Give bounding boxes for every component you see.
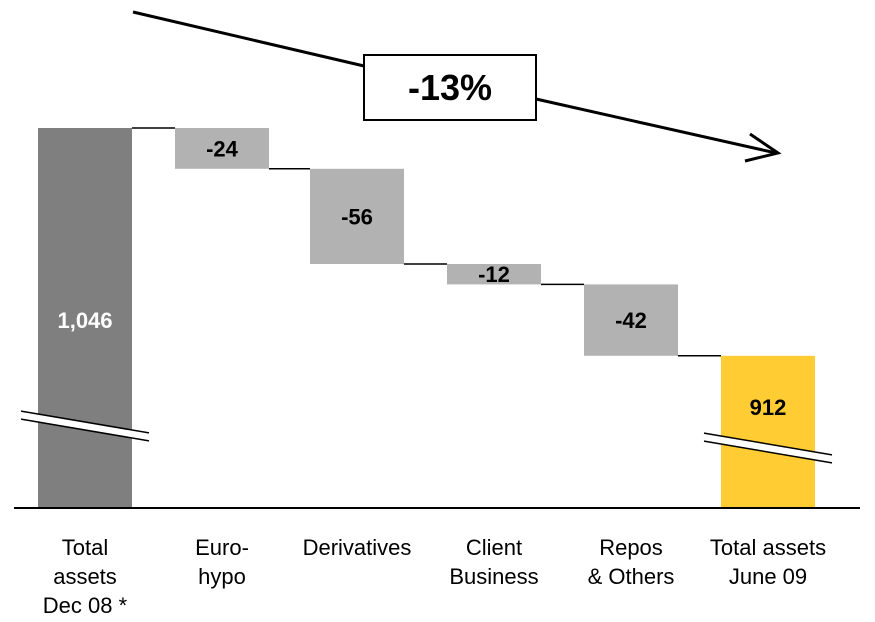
bar-0 bbox=[38, 128, 132, 508]
category-label-2: Derivatives bbox=[303, 535, 412, 560]
trend-arrow-head-icon bbox=[744, 132, 782, 163]
trend-arrow-line-left bbox=[132, 10, 365, 68]
data-label-1: -24 bbox=[206, 136, 239, 161]
category-label-0: Total assets Dec 08 * bbox=[43, 535, 128, 618]
axis-break-marks bbox=[20, 410, 833, 464]
category-label-3: Client Business bbox=[449, 535, 538, 589]
category-label-5: Total assets June 09 bbox=[710, 535, 826, 589]
connectors-layer bbox=[132, 127, 721, 357]
category-label-line: Total bbox=[62, 535, 108, 560]
data-label-0: 1,046 bbox=[57, 308, 112, 333]
category-label-line: Total assets bbox=[710, 535, 826, 560]
data-label-4: -42 bbox=[615, 308, 647, 333]
axis-break-start-line-bottom bbox=[20, 418, 150, 442]
axis-break-start bbox=[20, 410, 150, 442]
axis-break-end-line-top bbox=[703, 432, 833, 456]
change-percent-label: -13% bbox=[408, 67, 492, 108]
data-labels-layer: 1,046 -24 -56 -12 -42 912 bbox=[57, 136, 786, 420]
bars-layer bbox=[38, 128, 815, 508]
bar-5 bbox=[721, 355, 815, 508]
category-label-line: hypo bbox=[198, 564, 246, 589]
category-label-line: Dec 08 * bbox=[43, 593, 128, 618]
category-label-line: Derivatives bbox=[303, 535, 412, 560]
data-label-2: -56 bbox=[341, 204, 373, 229]
axis-break-start-gap bbox=[21, 411, 149, 441]
data-label-5: 912 bbox=[750, 395, 787, 420]
axis-break-start-line-top bbox=[20, 410, 150, 434]
axis-break-end-line-bottom bbox=[703, 440, 833, 464]
bar-2 bbox=[310, 168, 404, 264]
category-labels-layer: Total assets Dec 08 * Euro-hypo Derivatives C… bbox=[43, 535, 826, 618]
category-label-line: assets bbox=[53, 564, 117, 589]
category-label-line: Client bbox=[466, 535, 522, 560]
bar-1 bbox=[175, 128, 269, 169]
bar-4 bbox=[584, 284, 678, 356]
bar-3 bbox=[447, 264, 541, 285]
category-label-line: Business bbox=[449, 564, 538, 589]
category-label-line: & Others bbox=[588, 564, 675, 589]
axis-break-end-gap bbox=[704, 433, 832, 463]
trend-annotation: -13% bbox=[132, 10, 782, 163]
category-label-4: Repos & Others bbox=[588, 535, 675, 589]
category-label-line: June 09 bbox=[729, 564, 807, 589]
data-label-3: -12 bbox=[478, 262, 510, 287]
category-label-line: Euro- bbox=[195, 535, 249, 560]
category-label-line: Repos bbox=[599, 535, 663, 560]
trend-arrow-line-right bbox=[535, 97, 777, 155]
axis-break-end bbox=[703, 432, 833, 464]
category-label-1: Euro-hypo bbox=[195, 535, 249, 589]
change-percent-box bbox=[363, 54, 537, 121]
